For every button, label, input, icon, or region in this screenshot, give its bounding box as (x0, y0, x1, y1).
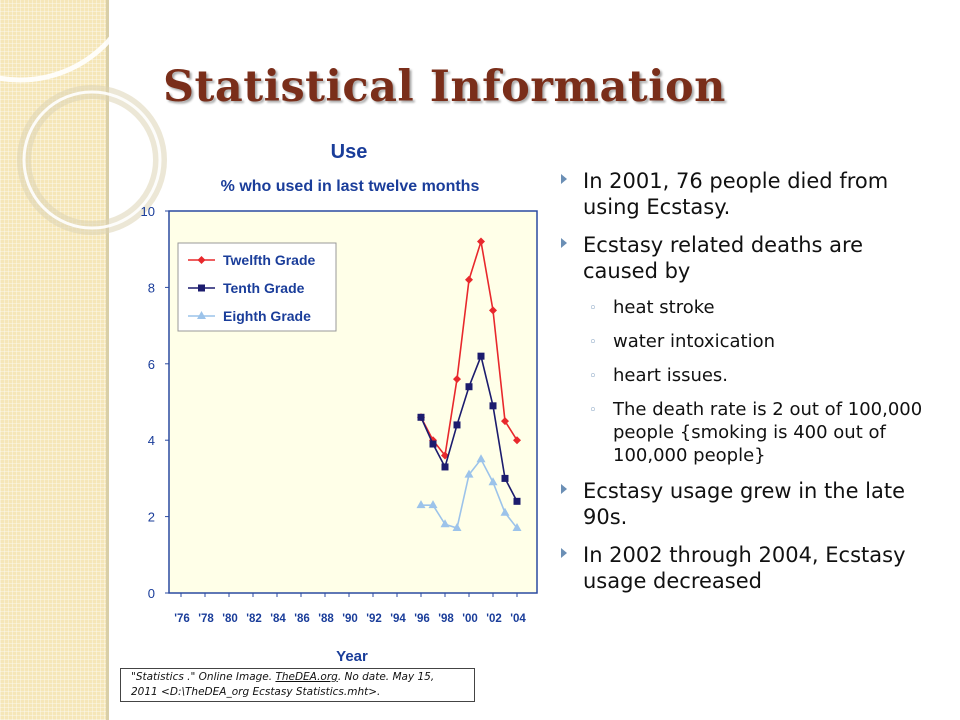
data-point (501, 474, 509, 482)
y-tick-label: 10 (141, 204, 155, 219)
chart-subtitle: % who used in last twelve months (221, 178, 480, 195)
data-point (477, 237, 485, 246)
data-point (198, 284, 205, 292)
x-tick-label: '96 (414, 613, 430, 625)
data-point (501, 417, 509, 426)
bullet-ring-icon: ◦ (589, 335, 597, 350)
bullet-text: heart issues. (613, 365, 729, 386)
citation-text-start: "Statistics ." Online Image. (131, 671, 276, 683)
x-tick-label: '92 (366, 613, 382, 625)
bullet-text: water intoxication (613, 331, 775, 352)
x-tick-label: '82 (246, 613, 262, 625)
sub-bullet-item: ◦ water intoxication (558, 330, 938, 353)
bullet-item: Ecstasy usage grew in the late 90s. (558, 478, 938, 530)
legend-label: Eighth Grade (223, 308, 311, 324)
x-tick-label: '04 (510, 613, 526, 625)
x-tick-label: '98 (438, 613, 454, 625)
data-point (489, 306, 497, 315)
x-tick-label: '84 (270, 613, 286, 625)
side-band-divider (106, 0, 109, 720)
data-point (476, 454, 486, 463)
x-tick-label: '78 (198, 613, 214, 625)
y-tick-label: 8 (148, 280, 155, 295)
deco-arc-large (0, 0, 136, 83)
data-point (513, 497, 521, 505)
sub-bullet-item: ◦ heart issues. (558, 364, 938, 387)
x-tick-label: '02 (486, 613, 502, 625)
sub-bullet-item: ◦ The death rate is 2 out of 100,000 peo… (558, 398, 938, 467)
bullet-text: In 2001, 76 people died from using Ecsta… (583, 169, 889, 219)
axes: 0 2 4 6 8 10 '76 '78 '80 '82 '84 '86 '88 '90 '92 '94 '96… (141, 204, 527, 625)
data-point (465, 275, 473, 284)
series-group (416, 237, 522, 532)
y-tick-label: 6 (148, 357, 155, 372)
x-tick-label: '90 (342, 613, 358, 625)
x-tick-label: '94 (390, 613, 406, 625)
data-point (440, 519, 450, 528)
data-point (416, 500, 426, 509)
data-point (453, 375, 461, 384)
data-point (441, 463, 449, 471)
decorative-side-band (0, 0, 106, 720)
bullet-ring-icon: ◦ (589, 301, 597, 316)
x-tick-label: '80 (222, 613, 238, 625)
chart-title: Use (331, 141, 368, 163)
x-tick-label: '86 (294, 613, 310, 625)
deco-ring-highlight (22, 90, 162, 230)
data-point (429, 440, 437, 448)
bullet-ring-icon: ◦ (589, 403, 597, 418)
slide-title: Statistical Information (163, 62, 726, 112)
bullet-arrow-icon (561, 174, 567, 184)
bullet-text: Ecstasy usage grew in the late 90s. (583, 479, 906, 529)
bullet-text: In 2002 through 2004, Ecstasy usage decr… (583, 543, 906, 593)
bullet-text: heat stroke (613, 297, 715, 318)
y-tick-label: 2 (148, 510, 155, 525)
citation-link[interactable]: TheDEA.org (275, 671, 338, 683)
bullet-text: The death rate is 2 out of 100,000 peopl… (613, 399, 923, 466)
y-tick-label: 4 (148, 433, 155, 448)
data-point (489, 402, 497, 410)
data-point (465, 383, 473, 391)
bullet-item: Ecstasy related deaths are caused by (558, 232, 938, 284)
citation-line-2: 2011 <D:\TheDEA_org Ecstasy Statistics.m… (131, 686, 381, 698)
bullet-arrow-icon (561, 238, 567, 248)
data-point (488, 477, 498, 486)
bullet-item: In 2001, 76 people died from using Ecsta… (558, 168, 938, 220)
bullet-arrow-icon (561, 484, 567, 494)
bullet-ring-icon: ◦ (589, 369, 597, 384)
data-point (428, 500, 438, 509)
data-point (197, 256, 206, 264)
data-point (452, 523, 462, 532)
citation-text-end: . No date. May 15, (337, 671, 435, 683)
data-point (417, 413, 425, 421)
decorative-circles (0, 0, 167, 235)
x-tick-label: '00 (462, 613, 478, 625)
image-citation: "Statistics ." Online Image. TheDEA.org.… (120, 668, 475, 702)
bullet-arrow-icon (561, 548, 567, 558)
data-point (512, 523, 522, 532)
x-axis-title: Year (336, 648, 368, 665)
data-point (453, 421, 461, 429)
ecstasy-use-line-chart: Use % who used in last twelve months 0 2 4… (141, 141, 538, 665)
x-tick-label: '76 (174, 613, 190, 625)
legend-label: Twelfth Grade (223, 252, 316, 268)
bullet-item: In 2002 through 2004, Ecstasy usage decr… (558, 542, 938, 594)
sub-bullet-item: ◦ heat stroke (558, 296, 938, 319)
legend: Twelfth Grade Tenth Grade Eighth Grade (177, 242, 337, 332)
data-point (500, 507, 510, 516)
y-tick-label: 0 (148, 586, 155, 601)
x-tick-label: '88 (318, 613, 334, 625)
bullet-list: In 2001, 76 people died from using Ecsta… (558, 168, 938, 606)
data-point (513, 436, 521, 445)
bullet-text: Ecstasy related deaths are caused by (583, 233, 864, 283)
legend-label: Tenth Grade (223, 280, 305, 296)
data-point (477, 352, 485, 360)
data-point (197, 311, 206, 319)
data-point (464, 469, 474, 478)
